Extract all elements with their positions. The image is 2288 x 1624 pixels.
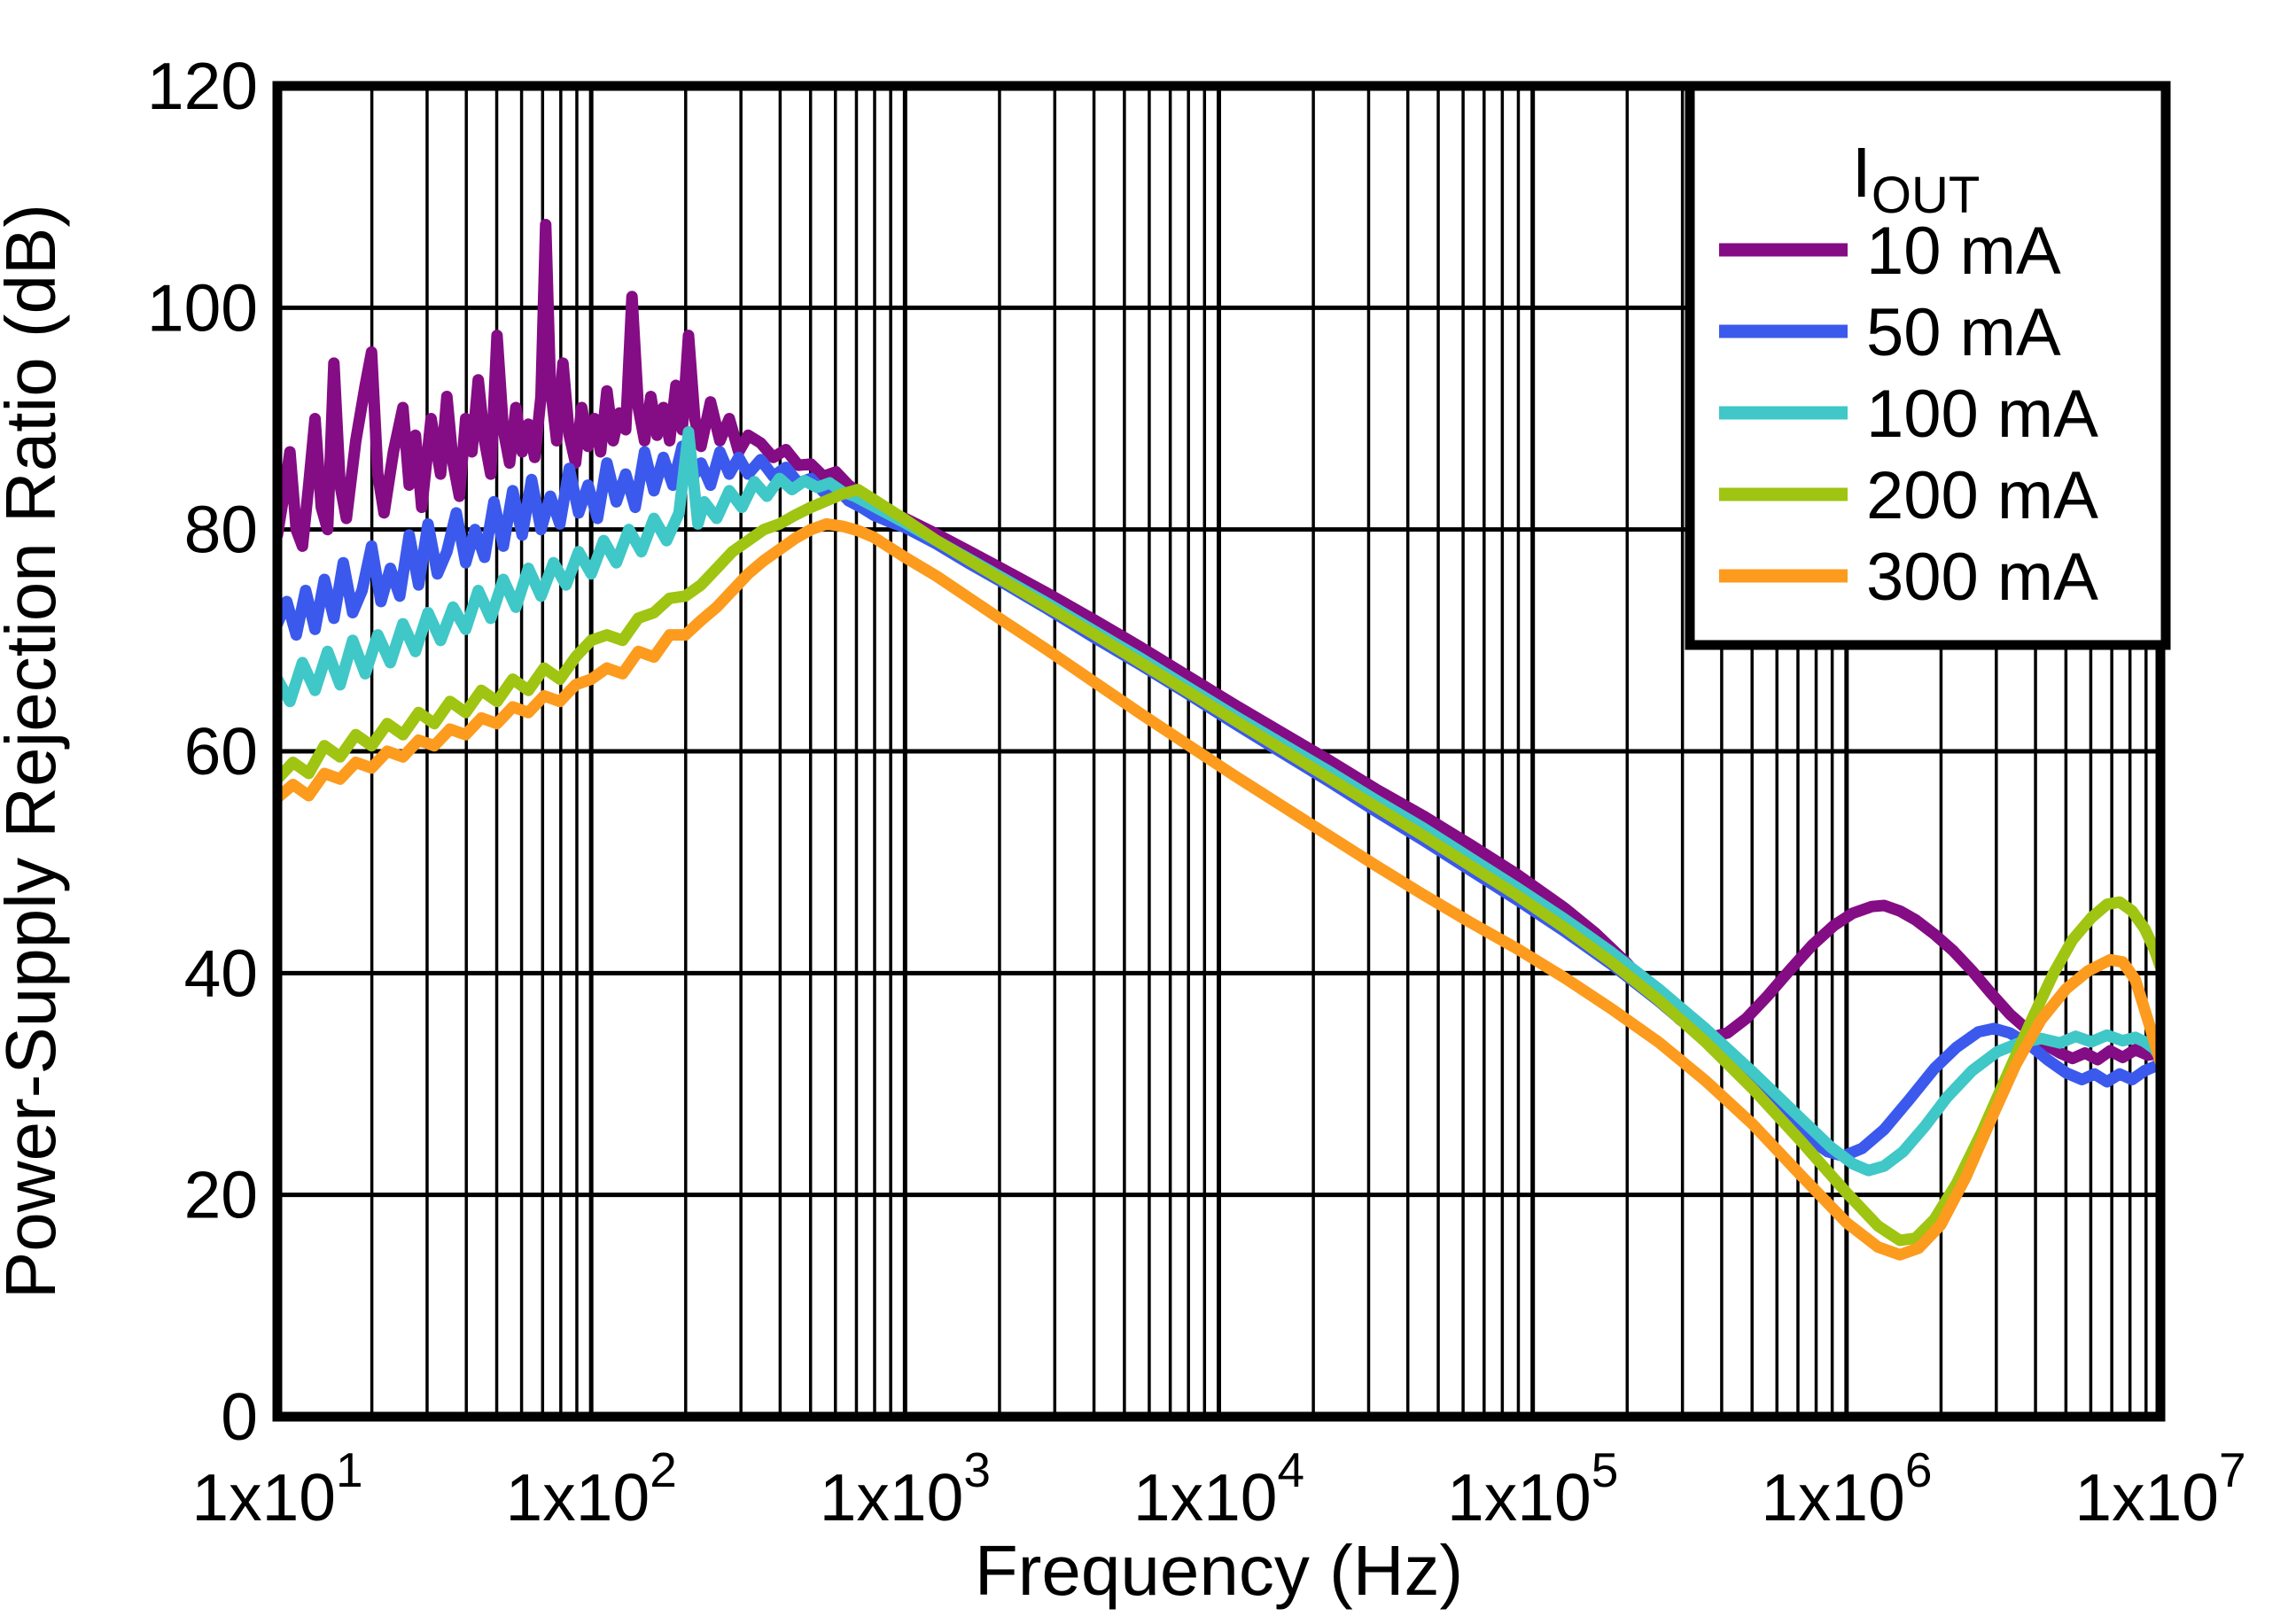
x-tick-label-exponent: 4 xyxy=(1278,1442,1305,1497)
y-tick-label: 20 xyxy=(184,1158,258,1232)
x-tick-label-base: 1x10 xyxy=(1133,1460,1278,1535)
y-tick-label: 120 xyxy=(147,49,258,123)
x-tick-label: 1x101 xyxy=(191,1442,362,1535)
series-line-10-ma xyxy=(277,219,2160,1066)
legend-item: 50 mA xyxy=(1719,295,2061,370)
x-tick-label-exponent: 3 xyxy=(963,1442,991,1497)
series-line-100-ma xyxy=(277,426,2160,1177)
legend-item: 100 mA xyxy=(1719,377,2098,452)
x-tick-label: 1x107 xyxy=(2074,1442,2245,1535)
x-axis-tick-labels: 1x101 1x102 1x103 1x104 1x105 1x106 1x107 xyxy=(191,1442,2245,1535)
y-tick-label: 60 xyxy=(184,714,258,789)
x-tick-label-base: 1x10 xyxy=(191,1460,336,1535)
y-axis-title: Power-Supply Rejection Ratio (dB) xyxy=(0,204,70,1299)
legend-box xyxy=(1685,81,2171,650)
x-tick-label: 1x102 xyxy=(506,1442,677,1535)
x-tick-label: 1x105 xyxy=(1447,1442,1618,1535)
plot-frame xyxy=(272,81,2166,1422)
x-tick-label-exponent: 6 xyxy=(1905,1442,1933,1497)
x-tick-label-base: 1x10 xyxy=(1447,1460,1591,1535)
y-tick-label: 40 xyxy=(184,936,258,1010)
legend-item-label: 200 mA xyxy=(1866,458,2098,533)
y-tick-label: 0 xyxy=(221,1379,258,1454)
legend-item-label: 50 mA xyxy=(1866,295,2061,370)
x-tick-label-base: 1x10 xyxy=(1761,1460,1905,1535)
x-tick-label-base: 1x10 xyxy=(506,1460,650,1535)
series-line-50-ma xyxy=(277,440,2160,1162)
x-tick-label-exponent: 7 xyxy=(2219,1442,2246,1497)
x-tick-label-exponent: 2 xyxy=(650,1442,677,1497)
x-tick-label: 1x104 xyxy=(1133,1442,1304,1535)
x-tick-label-exponent: 5 xyxy=(1591,1442,1619,1497)
series-curves xyxy=(277,219,2160,1261)
y-axis-tick-labels: 0 20 40 60 80 100 120 xyxy=(147,49,258,1454)
legend-item: 10 mA xyxy=(1719,214,2061,289)
x-tick-label-base: 1x10 xyxy=(820,1460,964,1535)
x-axis-title: Frequency (Hz) xyxy=(975,1531,1463,1610)
legend-title-main: I xyxy=(1852,133,1872,212)
y-tick-label: 80 xyxy=(184,493,258,567)
legend-item-label: 100 mA xyxy=(1866,377,2098,452)
y-tick-label: 100 xyxy=(147,270,258,345)
legend-title-sub: OUT xyxy=(1872,167,1980,224)
series-line-300-ma xyxy=(277,517,2160,1261)
legend-item: 200 mA xyxy=(1719,458,2098,533)
legend-item-label: 10 mA xyxy=(1866,214,2061,289)
series-line-200-ma xyxy=(277,484,2160,1247)
x-tick-label-base: 1x10 xyxy=(2074,1460,2219,1535)
x-tick-label-exponent: 1 xyxy=(336,1442,363,1497)
legend-title: IOUT xyxy=(1852,133,1981,224)
legend-item: 300 mA xyxy=(1719,540,2098,615)
x-tick-label: 1x103 xyxy=(820,1442,991,1535)
legend-item-label: 300 mA xyxy=(1866,540,2098,615)
x-tick-label: 1x106 xyxy=(1761,1442,1932,1535)
